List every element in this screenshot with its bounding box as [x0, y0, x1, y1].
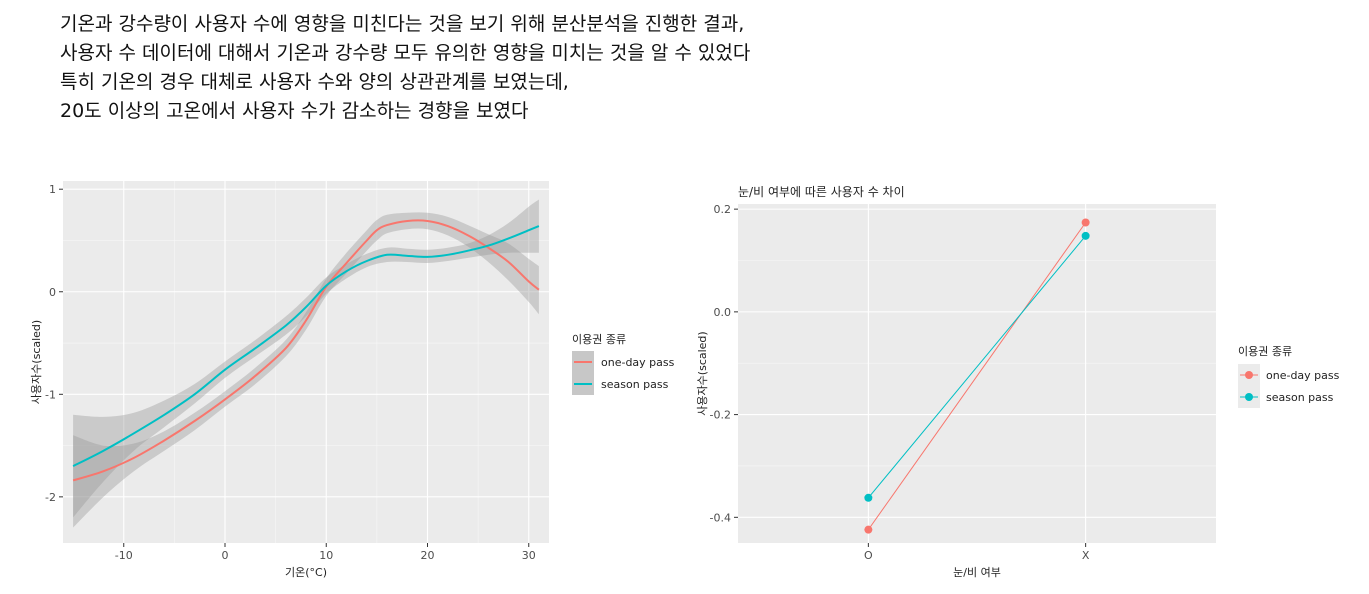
legend-key-point — [1245, 371, 1253, 379]
data-point — [864, 525, 873, 534]
y-tick-label: 0.0 — [714, 306, 732, 319]
y-axis-title: 사용자수(scaled) — [30, 320, 43, 404]
data-point — [1081, 231, 1090, 240]
series-line — [867, 235, 1087, 499]
description-line: 특히 기온의 경우 대체로 사용자 수와 양의 상관관계를 보였는데, — [60, 71, 569, 93]
x-tick-label: 0 — [222, 549, 229, 562]
description-line: 20도 이상의 고온에서 사용자 수가 감소하는 경향을 보였다 — [60, 100, 529, 122]
y-tick-label: 0.2 — [714, 203, 732, 216]
legend-title: 이용권 종류 — [1238, 345, 1292, 358]
legend-label: one-day pass — [601, 356, 675, 369]
legend-title: 이용권 종류 — [572, 333, 626, 346]
x-axis-title: 기온(°C) — [285, 566, 327, 579]
y-tick-label: -0.2 — [710, 409, 731, 422]
y-tick-label: 1 — [49, 183, 56, 196]
y-tick-label: -2 — [45, 491, 56, 504]
chart-title: 눈/비 여부에 따른 사용자 수 차이 — [738, 185, 905, 199]
series-line — [72, 219, 540, 482]
x-tick-label: 10 — [319, 549, 333, 562]
data-point — [864, 493, 873, 502]
plot-panel — [63, 181, 549, 543]
legend-key-point — [1245, 393, 1253, 401]
y-axis-title: 사용자수(scaled) — [696, 331, 709, 415]
y-tick-label: -1 — [45, 388, 56, 401]
x-tick-label: 20 — [421, 549, 435, 562]
description-line: 사용자 수 데이터에 대해서 기온과 강수량 모두 유의한 영향을 미치는 것을… — [60, 42, 751, 64]
description-text: 기온과 강수량이 사용자 수에 영향을 미친다는 것을 보기 위해 분산분석을 … — [60, 10, 1060, 126]
y-tick-label: -0.4 — [710, 511, 731, 524]
x-tick-label: 30 — [522, 549, 536, 562]
legend-label: season pass — [601, 378, 669, 391]
x-tick-label: X — [1082, 549, 1090, 562]
series-line — [867, 222, 1087, 530]
rain-snow-point-chart: 눈/비 여부에 따른 사용자 수 차이 -0.4 -0.2 0.0 0.2 O X 눈/비 여… — [696, 185, 1340, 579]
plot-panel — [738, 204, 1216, 543]
x-axis-title: 눈/비 여부 — [953, 566, 1001, 579]
y-tick-label: 0 — [49, 286, 56, 299]
legend-label: one-day pass — [1266, 369, 1340, 382]
legend-label: season pass — [1266, 391, 1334, 404]
x-tick-label: O — [864, 549, 873, 562]
data-point — [1081, 218, 1090, 227]
description-line: 기온과 강수량이 사용자 수에 영향을 미친다는 것을 보기 위해 분산분석을 … — [60, 13, 745, 35]
x-tick-label: -10 — [115, 549, 133, 562]
series-line — [72, 225, 540, 467]
